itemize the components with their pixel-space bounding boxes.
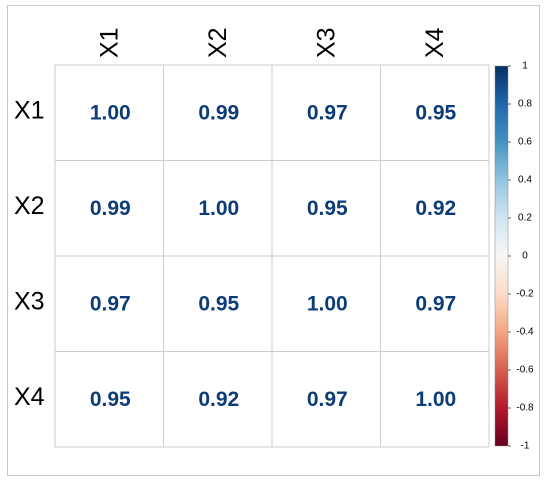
heatmap-cell — [54, 160, 164, 257]
heatmap-cell — [271, 64, 381, 161]
heatmap-cell — [380, 64, 490, 161]
cell-value-label: 0.92 — [198, 388, 239, 411]
cell-value-label: 0.95 — [307, 197, 348, 220]
row-labels: X1 X2 X3 X4 — [14, 96, 45, 411]
colorbar-tick-label: -0.6 — [516, 365, 534, 376]
colorbar-tick-label: 0.8 — [518, 99, 532, 110]
heatmap-cell — [271, 351, 381, 448]
heatmap-cell — [271, 160, 381, 257]
heatmap-cells: 1.00 0.99 0.97 0.95 0.99 1.00 0.95 0.92 0.97 0.95… — [54, 64, 490, 448]
heatmap-cell — [54, 351, 164, 448]
row-label: X1 — [14, 96, 45, 124]
colorbar-tick-label: 0.2 — [518, 213, 532, 224]
row-label: X2 — [14, 192, 45, 220]
cell-value-label: 1.00 — [90, 101, 131, 124]
column-label: X2 — [204, 27, 232, 58]
column-labels: X1 X2 X3 X4 — [95, 27, 449, 58]
colorbar-gradient — [494, 65, 509, 447]
column-label: X3 — [312, 27, 340, 58]
heatmap-cell — [380, 255, 490, 352]
colorbar-tick-label: -0.4 — [516, 327, 534, 338]
colorbar-tick-label: -0.2 — [516, 289, 534, 300]
column-label: X1 — [95, 27, 123, 58]
cell-value-label: 1.00 — [307, 292, 348, 315]
row-label: X4 — [14, 383, 45, 411]
heatmap-cell — [380, 351, 490, 448]
cell-value-label: 0.95 — [90, 388, 131, 411]
cell-value-label: 0.97 — [415, 292, 456, 315]
heatmap-cell — [54, 64, 164, 161]
heatmap-cell — [54, 255, 164, 352]
cell-value-label: 0.97 — [307, 388, 348, 411]
heatmap-cell — [271, 255, 381, 352]
cell-value-label: 1.00 — [198, 197, 239, 220]
colorbar-tick-label: 0.4 — [518, 175, 532, 186]
cell-value-label: 0.92 — [415, 197, 456, 220]
heatmap-cell — [163, 351, 273, 448]
cell-value-label: 1.00 — [415, 388, 456, 411]
colorbar-tick-label: -1 — [521, 441, 530, 452]
row-label: X3 — [14, 287, 45, 315]
cell-value-label: 0.97 — [307, 101, 348, 124]
column-label: X4 — [421, 27, 449, 58]
cell-value-label: 0.95 — [415, 101, 456, 124]
cell-value-label: 0.95 — [198, 292, 239, 315]
colorbar-tick-label: -0.8 — [516, 403, 534, 414]
colorbar: 1 0.8 0.6 0.4 0.2 0 -0.2 -0.4 -0.6 -0.8 -1 — [494, 61, 534, 452]
cell-value-label: 0.97 — [90, 292, 131, 315]
cell-value-label: 0.99 — [90, 197, 131, 220]
cell-value-label: 0.99 — [198, 101, 239, 124]
colorbar-tick-label: 0.6 — [518, 137, 532, 148]
colorbar-tick-label: 0 — [522, 251, 528, 262]
heatmap-cell — [163, 64, 273, 161]
colorbar-tick-label: 1 — [522, 61, 528, 72]
